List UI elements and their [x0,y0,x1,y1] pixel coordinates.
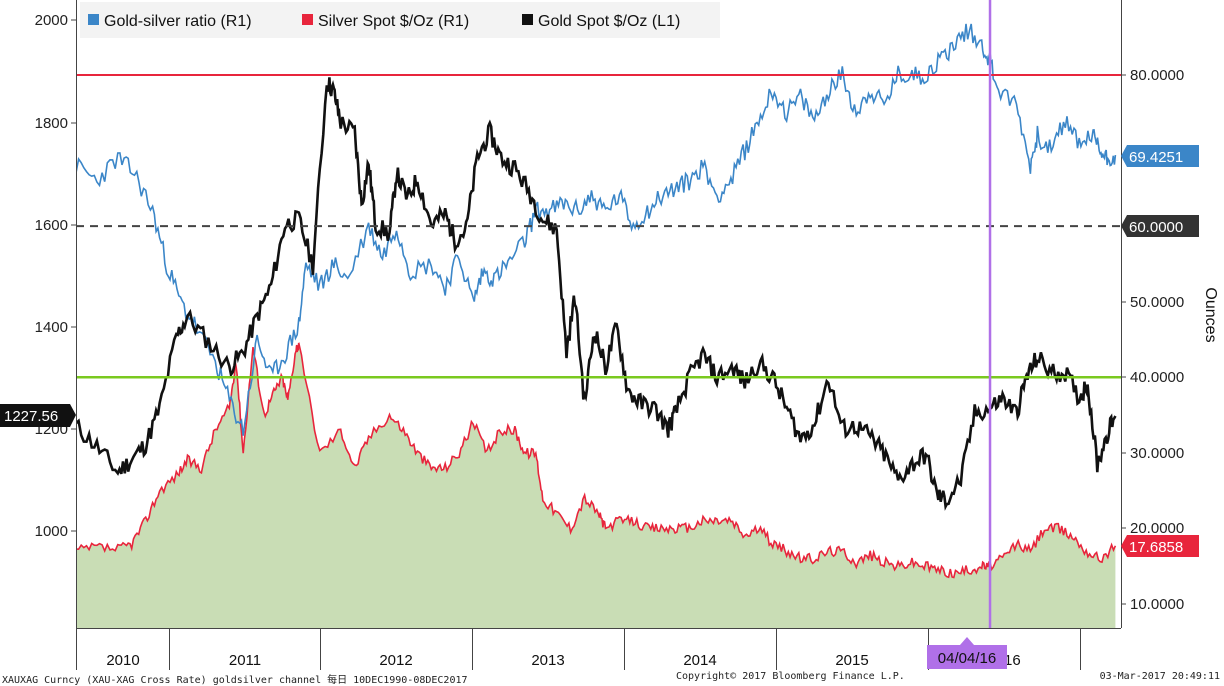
date-marker-arrow [960,637,974,645]
x-tick-label: 2011 [229,652,261,669]
legend: Gold-silver ratio (R1) Silver Spot $/Oz … [80,2,720,38]
silver-last-value-badge: 17.6858 [1121,535,1199,557]
left-tick-2000: 2000 [35,12,76,29]
ratio-reference-value-badge: 60.0000 [1121,215,1199,237]
left-tick-1000: 1000 [35,523,76,540]
right-tick-label: 10.0000 [1130,596,1184,613]
left-tick-1600: 1600 [35,217,76,234]
left-tick-label: 1400 [35,319,68,336]
right-tick-label: 30.0000 [1130,445,1184,462]
ratio-series-line [76,23,1117,436]
left-tick-1800: 1800 [35,115,76,132]
x-tick-label: 2010 [106,652,139,669]
right-tick-20: 20.0000 [1121,520,1184,537]
right-tick-label: 80.0000 [1130,67,1184,84]
legend-item-ratio[interactable]: Gold-silver ratio (R1) [88,13,252,30]
gold-last-value-badge: 1227.56 [0,404,76,427]
legend-swatch-silver [302,14,313,25]
right-tick-80: 80.0000 [1121,67,1184,84]
x-tick-label: 2014 [683,652,716,669]
x-tick-label: 2013 [531,652,564,669]
left-tick-label: 1800 [35,115,68,132]
left-tick-label: 2000 [35,12,68,29]
date-marker-label: 04/04/16 [938,650,996,667]
footer-timestamp: 03-Mar-2017 20:49:11 [1099,671,1220,682]
legend-item-gold[interactable]: Gold Spot $/Oz (L1) [522,13,680,30]
right-tick-label: 40.0000 [1130,369,1184,386]
silver-area [76,343,1116,628]
ratio-last-value: 69.4251 [1129,149,1183,166]
gold-last-value: 1227.56 [4,408,58,425]
footer-source: XAUXAG Curncy (XAU-XAG Cross Rate) golds… [2,675,468,686]
right-tick-40: 40.0000 [1121,369,1184,386]
right-tick-10: 10.0000 [1121,596,1184,613]
right-tick-label: 50.0000 [1130,294,1184,311]
legend-label-ratio: Gold-silver ratio (R1) [104,13,252,30]
legend-swatch-ratio [88,14,99,25]
right-tick-label: 20.0000 [1130,520,1184,537]
ratio-last-value-badge: 69.4251 [1121,145,1199,167]
silver-last-value-bg [1121,535,1199,557]
x-tick-label: 2015 [835,652,868,669]
gold-series-line [76,77,1117,511]
silver-series-line [76,342,1117,579]
ratio-last-value-bg [1121,145,1199,167]
x-tick-label: 2012 [379,652,412,669]
ratio-reference-value: 60.0000 [1129,219,1183,236]
left-axis: 2000 1800 1600 1400 1200 1000 [35,12,76,540]
footer-copyright: Copyright© 2017 Bloomberg Finance L.P. [676,671,905,682]
left-tick-1400: 1400 [35,319,76,336]
legend-swatch-gold [522,14,533,25]
silver-last-value: 17.6858 [1129,539,1183,556]
legend-label-silver: Silver Spot $/Oz (R1) [318,13,469,30]
gold-last-value-bg [0,404,76,427]
legend-item-silver[interactable]: Silver Spot $/Oz (R1) [302,13,469,30]
right-tick-50: 50.0000 [1121,294,1184,311]
right-axis-title: Ounces [1202,287,1219,342]
right-tick-30: 30.0000 [1121,445,1184,462]
legend-label-gold: Gold Spot $/Oz (L1) [538,13,680,30]
ratio-reference-value-bg [1121,215,1199,237]
date-marker-badge-bg [927,645,1007,669]
left-tick-label: 1600 [35,217,68,234]
left-tick-label: 1000 [35,523,68,540]
legend-background [80,2,720,38]
date-marker-badge[interactable]: 04/04/16 [927,637,1007,669]
